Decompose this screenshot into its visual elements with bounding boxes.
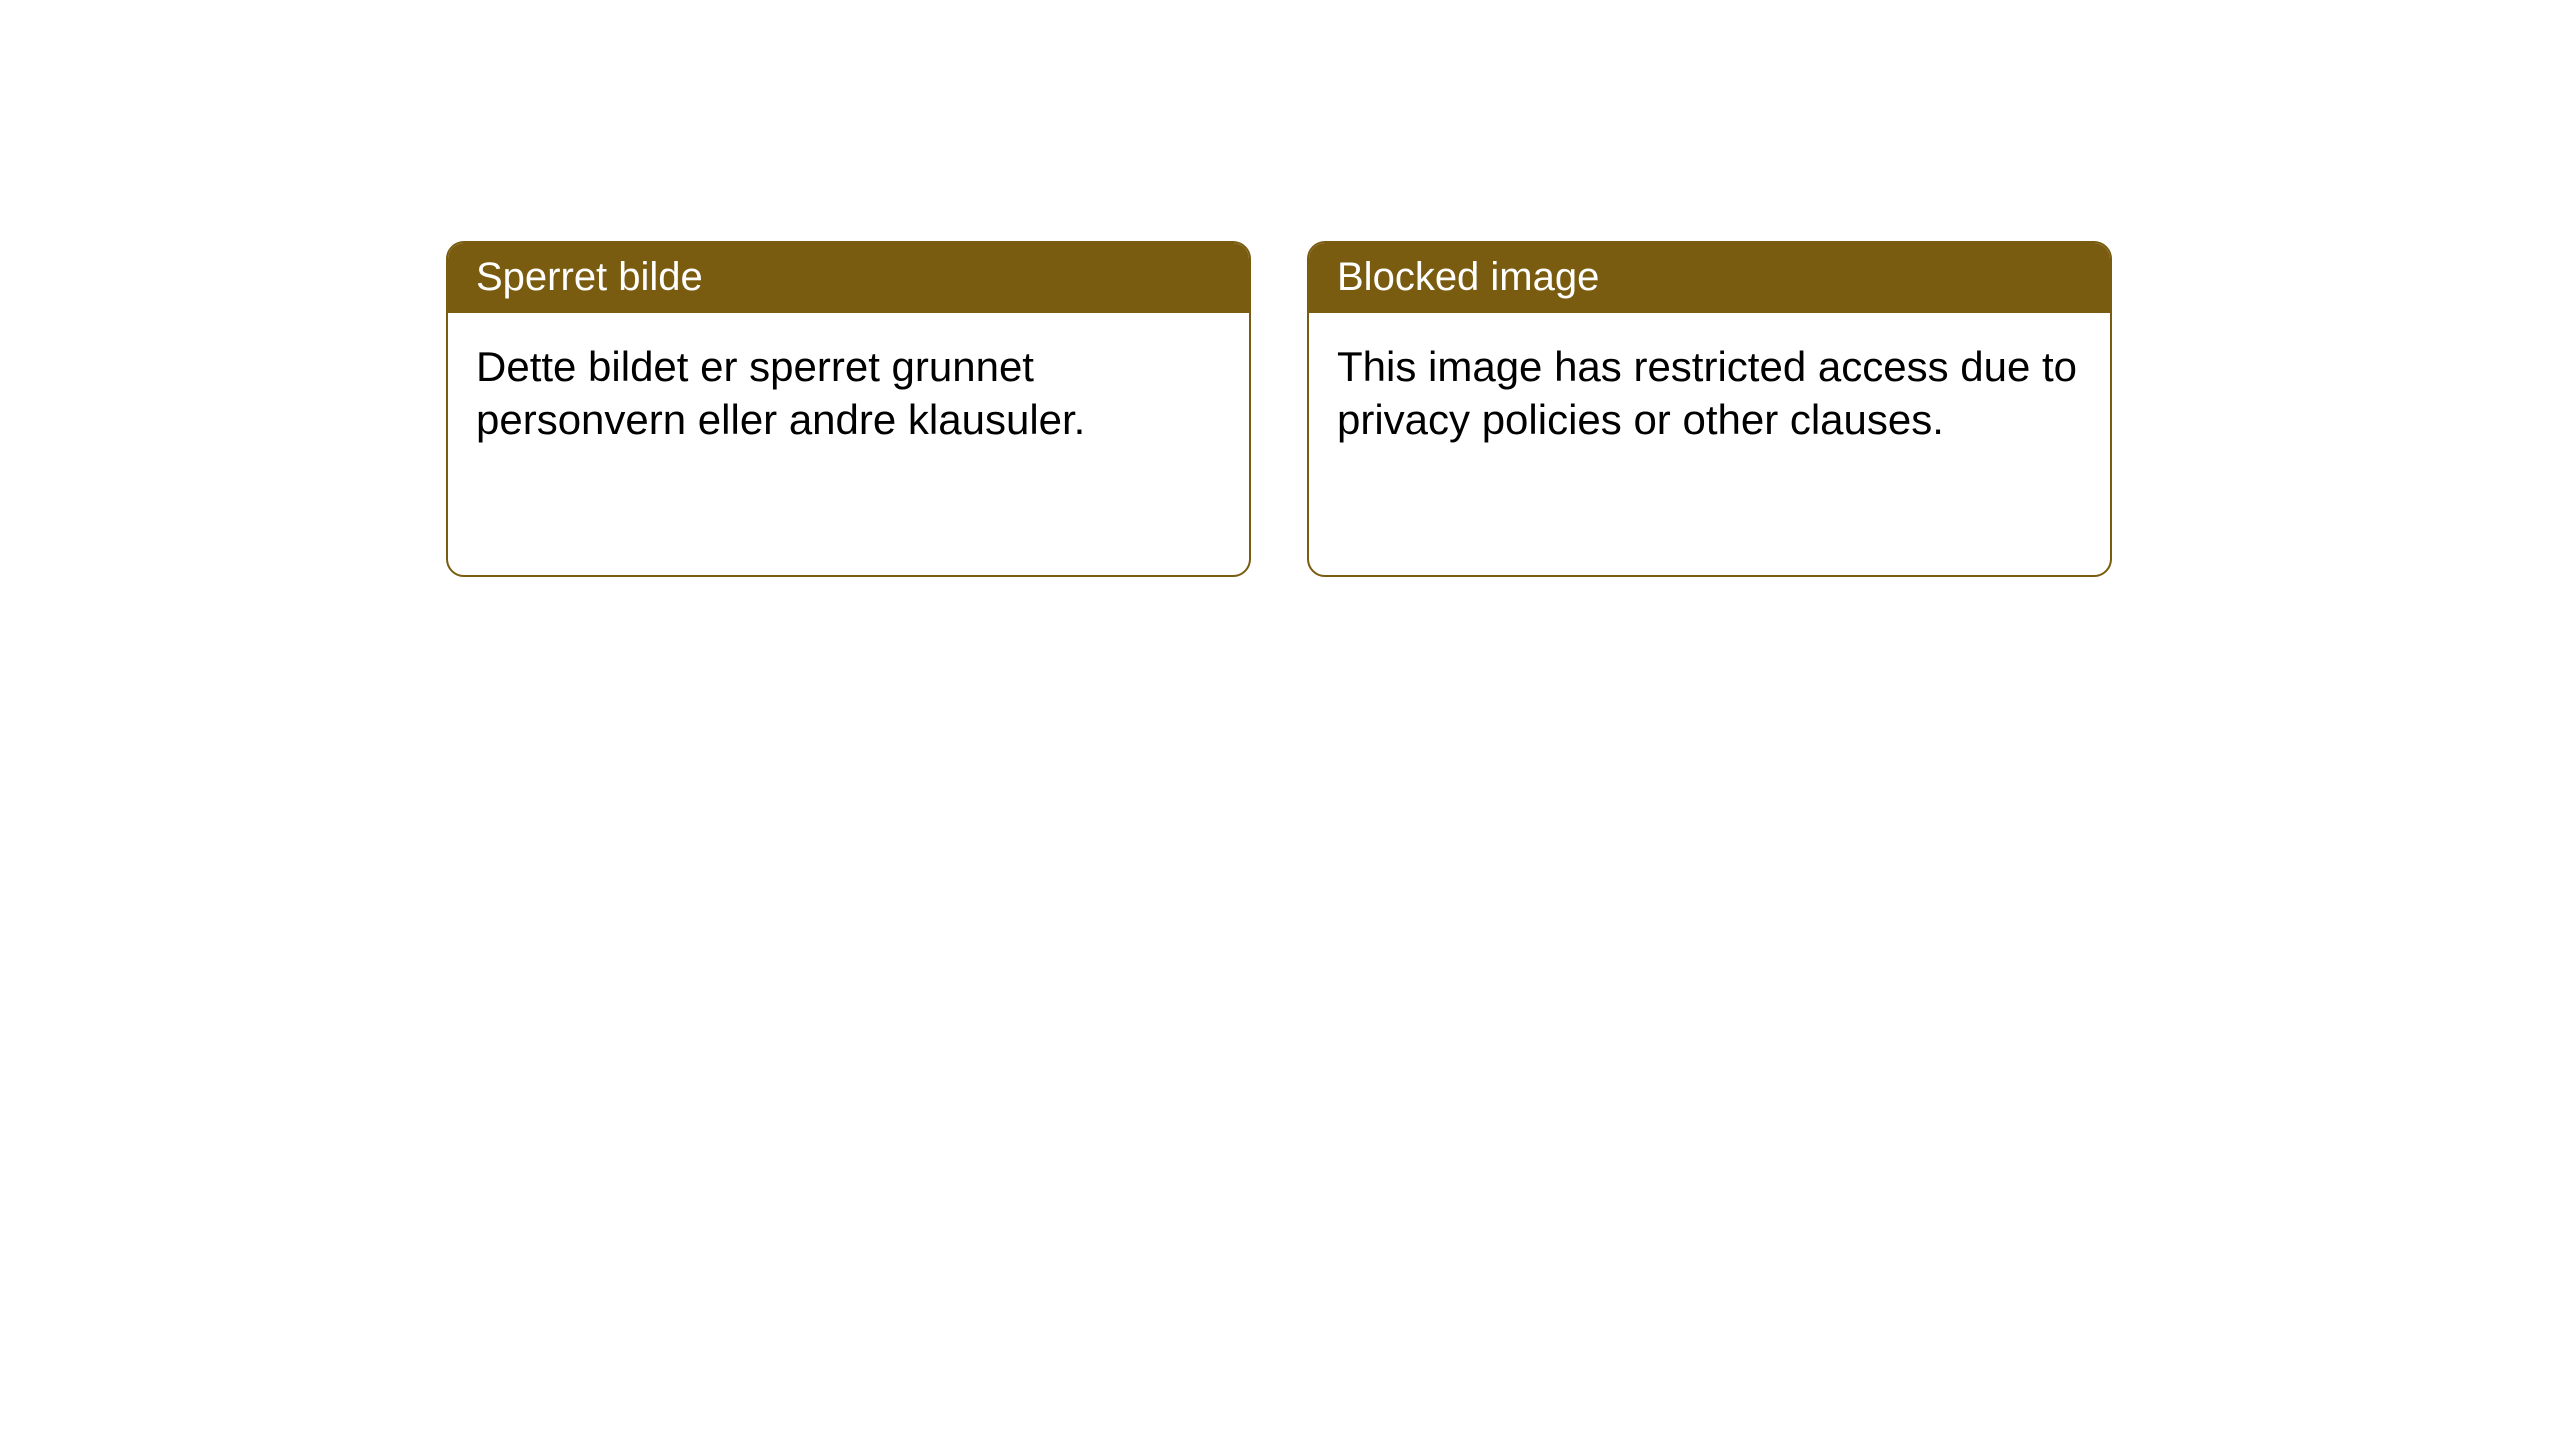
notice-card-english: Blocked image This image has restricted … [1307,241,2112,577]
notice-title: Blocked image [1337,255,1599,299]
notice-body: This image has restricted access due to … [1309,313,2110,475]
notice-header: Sperret bilde [448,243,1249,313]
notice-title: Sperret bilde [476,255,703,299]
notice-container: Sperret bilde Dette bildet er sperret gr… [0,0,2560,577]
notice-message: This image has restricted access due to … [1337,343,2077,443]
notice-body: Dette bildet er sperret grunnet personve… [448,313,1249,475]
notice-header: Blocked image [1309,243,2110,313]
notice-message: Dette bildet er sperret grunnet personve… [476,343,1085,443]
notice-card-norwegian: Sperret bilde Dette bildet er sperret gr… [446,241,1251,577]
